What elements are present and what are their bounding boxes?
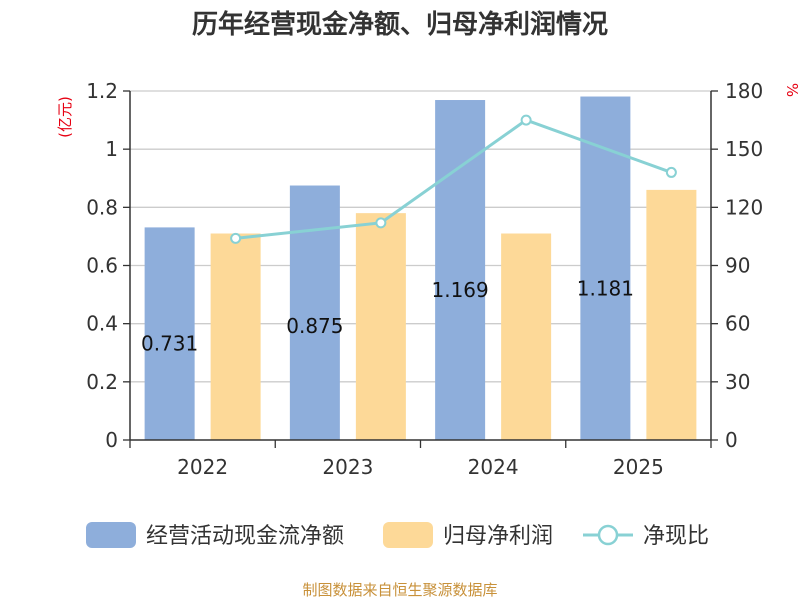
bar-net-profit xyxy=(501,233,552,440)
legend-label: 净现比 xyxy=(643,524,709,549)
data-labels: 0.731 0.875 1.169 1.181 xyxy=(141,277,634,356)
x-tick-label: 2025 xyxy=(613,455,664,479)
left-tick-label: 0.2 xyxy=(86,370,118,394)
right-tick-label: 180 xyxy=(725,79,763,103)
right-tick-label: 30 xyxy=(725,370,750,394)
bar-operating-cash-flow xyxy=(144,227,195,440)
right-tick-label: 90 xyxy=(725,254,750,278)
x-tick-label: 2023 xyxy=(322,455,373,479)
ratio-line-path xyxy=(235,118,672,240)
bar-net-profit xyxy=(355,213,406,440)
right-tick-label: 150 xyxy=(725,137,763,161)
right-tick-label: 0 xyxy=(725,428,738,452)
bar-operating-cash-flow xyxy=(435,100,486,440)
bar-data-label: 0.875 xyxy=(286,314,343,338)
left-tick-label: 0.6 xyxy=(86,254,118,278)
left-tick-label: 1 xyxy=(105,137,118,161)
x-tick-label: 2022 xyxy=(177,455,228,479)
right-axis-unit: % xyxy=(783,83,800,97)
ratio-point xyxy=(520,114,532,126)
legend-item-ratio[interactable]: 净现比 xyxy=(583,524,709,549)
chart-title: 历年经营现金净额、归母净利润情况 xyxy=(192,9,608,40)
bar-net-profit xyxy=(210,233,261,440)
legend-item-operating-cash-flow[interactable]: 经营活动现金流净额 xyxy=(86,522,344,549)
legend-swatch xyxy=(383,522,433,548)
ratio-point xyxy=(665,166,677,178)
source-note: 制图数据来自恒生聚源数据库 xyxy=(302,581,497,599)
legend-label: 经营活动现金流净额 xyxy=(146,524,344,549)
legend-label: 归母净利润 xyxy=(443,524,553,549)
left-tick-label: 0.8 xyxy=(86,195,118,219)
legend-marker xyxy=(597,524,619,546)
left-tick-label: 1.2 xyxy=(86,79,118,103)
left-tick-label: 0 xyxy=(105,428,118,452)
bar-data-label: 1.181 xyxy=(577,277,634,301)
axes: 0 0.2 0.4 0.6 0.8 1 1.2 0 30 60 90 120 150 180 2022 202… xyxy=(86,79,763,479)
ratio-point xyxy=(375,217,387,229)
right-tick-label: 120 xyxy=(725,195,763,219)
right-tick-label: 60 xyxy=(725,312,750,336)
ratio-point xyxy=(230,232,242,244)
x-tick-label: 2024 xyxy=(468,455,519,479)
bar-data-label: 1.169 xyxy=(431,278,488,302)
legend[interactable]: 经营活动现金流净额 归母净利润 净现比 xyxy=(86,522,709,549)
legend-item-net-profit[interactable]: 归母净利润 xyxy=(383,522,553,549)
bar-net-profit xyxy=(646,189,697,440)
legend-swatch xyxy=(86,522,136,548)
bars xyxy=(144,96,697,441)
ratio-line xyxy=(230,114,677,244)
left-axis-unit: (亿元) xyxy=(56,96,74,138)
bar-data-label: 0.731 xyxy=(141,332,198,356)
bar-operating-cash-flow xyxy=(289,185,340,440)
left-tick-label: 0.4 xyxy=(86,312,118,336)
